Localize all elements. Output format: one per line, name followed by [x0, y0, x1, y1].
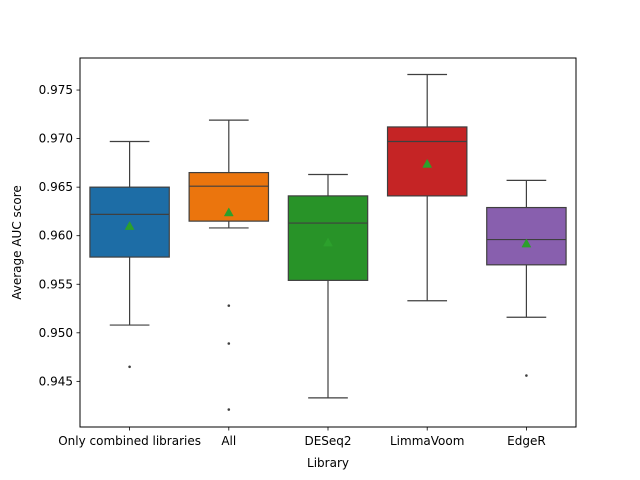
- y-tick-label: 0.970: [39, 132, 73, 146]
- box-group: [287, 173, 369, 399]
- x-tick-label: LimmaVoom: [390, 434, 464, 448]
- x-axis-label: Library: [307, 456, 349, 470]
- y-axis-label: Average AUC score: [10, 185, 24, 300]
- mean-marker: [323, 237, 333, 247]
- y-tick-label: 0.950: [39, 326, 73, 340]
- outlier-point: [128, 365, 131, 369]
- outlier-point: [525, 374, 528, 377]
- box-group: [386, 73, 468, 302]
- y-tick-label: 0.955: [39, 277, 73, 291]
- y-tick-label: 0.945: [39, 374, 73, 388]
- x-tick-label: DESeq2: [304, 434, 351, 448]
- y-tick-label: 0.960: [39, 229, 73, 243]
- mean-marker: [422, 158, 433, 168]
- box-group: [89, 140, 170, 369]
- outlier-point: [227, 304, 231, 307]
- plot-frame: [79, 57, 577, 428]
- mean-marker: [521, 238, 532, 248]
- x-tick-label: All: [221, 434, 236, 448]
- mean-marker: [223, 207, 234, 217]
- x-tick-label: EdgeR: [507, 434, 546, 448]
- box-group: [188, 119, 270, 411]
- outlier-point: [227, 342, 231, 345]
- box-group: [486, 179, 567, 377]
- mean-marker: [124, 220, 135, 230]
- y-axis-ticks: 0.945 0.950 0.955 0.960 0.965 0.970 0.975: [39, 83, 80, 388]
- outlier-point: [227, 408, 231, 411]
- box-iqr: [486, 206, 567, 266]
- boxes: [89, 73, 567, 411]
- x-tick-label: Only combined libraries: [58, 434, 201, 448]
- y-tick-label: 0.975: [39, 83, 73, 97]
- x-axis-ticks: Only combined libraries All DESeq2 LimmaVoo…: [58, 427, 546, 448]
- y-tick-label: 0.965: [39, 180, 73, 194]
